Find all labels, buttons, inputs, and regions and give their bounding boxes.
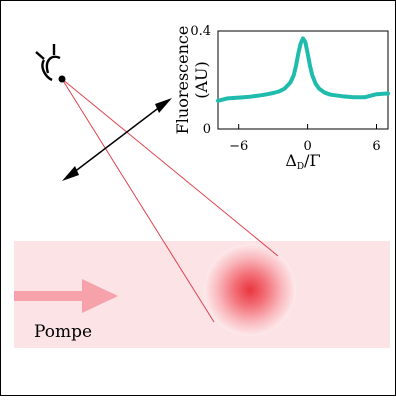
chart-plot-frame	[217, 30, 389, 130]
chart-ticks	[218, 30, 378, 130]
y-tick-label-bottom: 0	[203, 122, 211, 137]
beam-label: Pompe	[34, 322, 92, 342]
y-axis-label-line1: Fluorescence	[173, 26, 192, 135]
chart-series-line	[216, 36, 390, 103]
y-tick-label-top: 0.4	[190, 24, 211, 39]
x-axis-label: ΔD/Γ	[285, 151, 320, 172]
right-arrow-icon	[14, 279, 118, 313]
cone-ray-lower	[61, 78, 215, 323]
cone-ray-upper	[61, 78, 279, 257]
eye-icon	[35, 44, 66, 83]
x-tick-label-center: 0	[303, 139, 311, 154]
x-tick-label-right: 6	[372, 139, 380, 154]
fluorescence-chart: 0.4 0 −6 0 6 Fluorescence (AU) ΔD/Γ	[173, 24, 390, 172]
atom-cloud	[204, 244, 296, 336]
y-axis-label-line2: (AU)	[192, 61, 211, 99]
double-arrow-icon	[62, 98, 172, 181]
x-tick-label-left: −6	[229, 139, 248, 154]
